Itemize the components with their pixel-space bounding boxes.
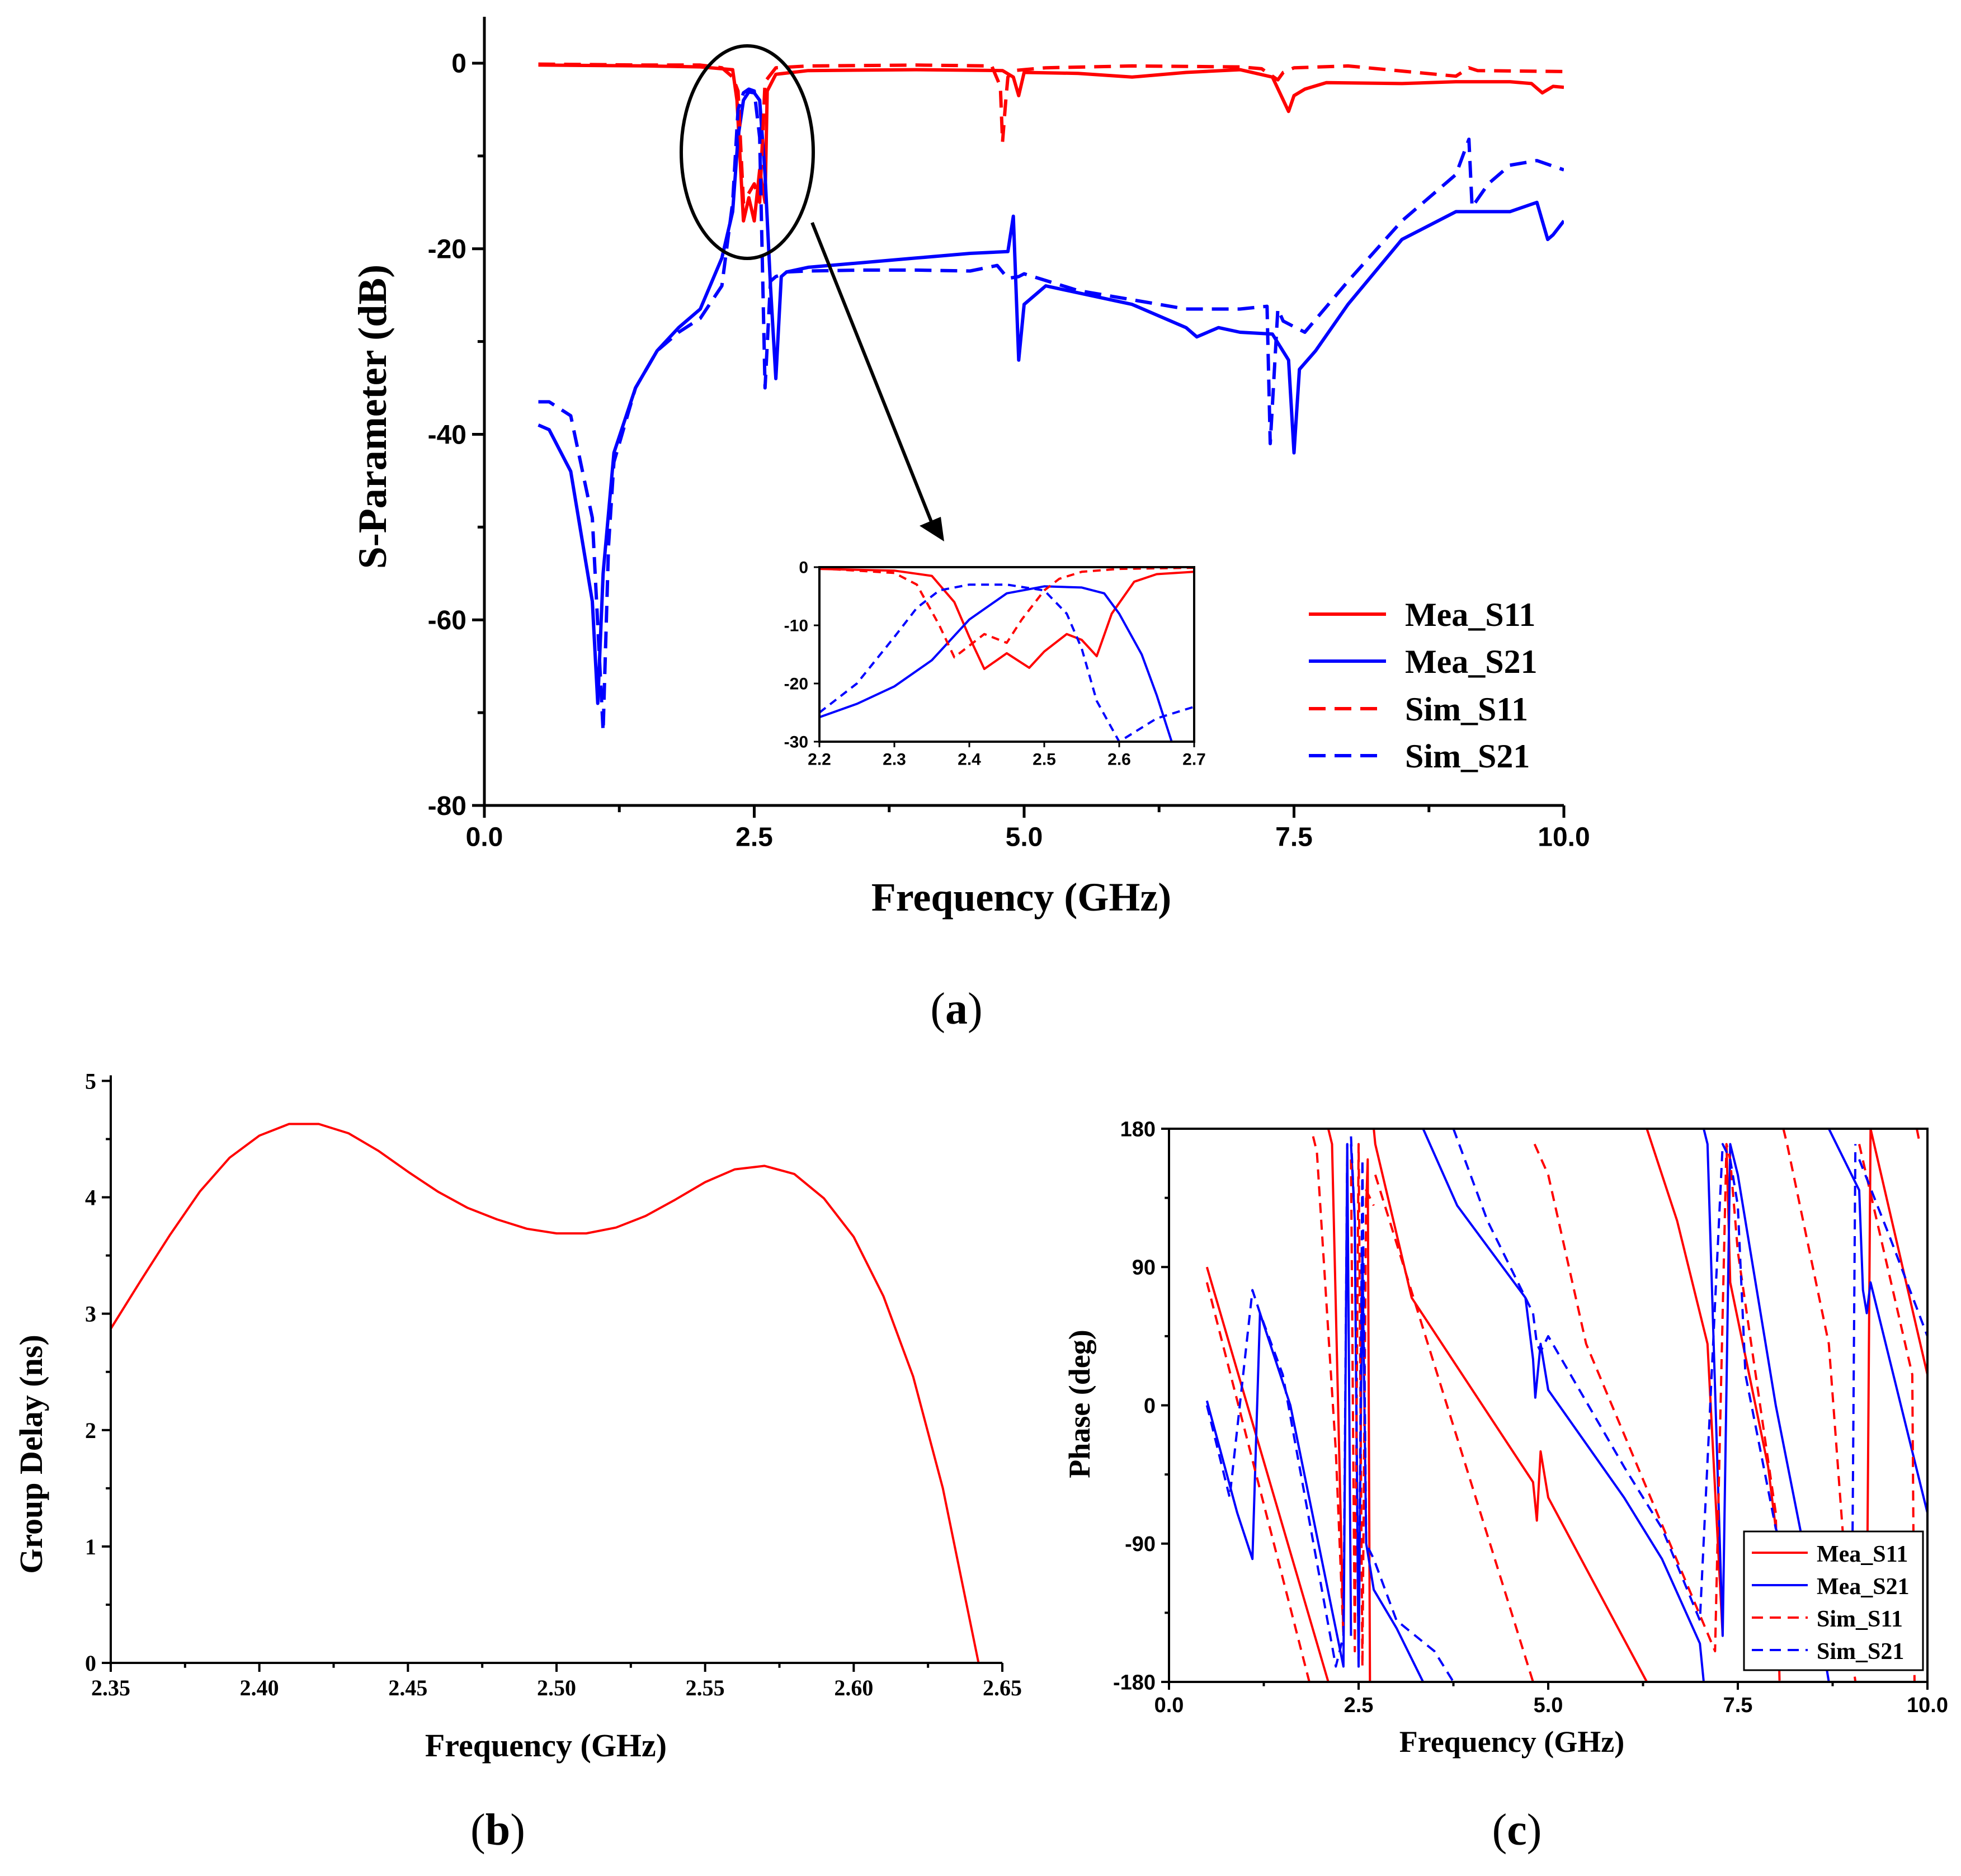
panel-b-y-tick-label: 4 (85, 1185, 96, 1210)
panel-a-inset-x-tick-label: 2.7 (1182, 751, 1206, 769)
panel-b-y-tick-label: 2 (85, 1418, 96, 1443)
panel-c-legend-box (1743, 1530, 1924, 1671)
panel-a-ticks: 0.0 2.5 5.0 7.5 10.0 0 -20 -40 -60 -80 (428, 17, 1590, 852)
panel-a-highlight-ellipse (680, 44, 815, 260)
panel-a-x-tick-label: 7.5 (1275, 822, 1313, 852)
panel-a-x-axis-title: Frequency (GHz) (871, 875, 1172, 920)
panel-b-y-axis-title: Group Delay (ns) (13, 1335, 49, 1574)
panel-a-inset-y-tick-label: -20 (784, 675, 808, 694)
panel-a-inset-x-tick-label: 2.6 (1107, 751, 1131, 769)
panel-a-y-tick-label: -80 (428, 791, 466, 821)
panel-c-legend: Mea_S11 Mea_S21 Sim_S11 Sim_S21 (1743, 1530, 1924, 1671)
panel-c-y-axis-title: Phase (deg) (1063, 1330, 1096, 1478)
legend-a-label-sim-s21: Sim_S21 (1405, 738, 1530, 775)
panel-b-y-tick-label: 3 (85, 1302, 96, 1327)
panel-b: 2.35 2.40 2.45 2.50 2.55 2.60 2.65 0 1 2 3 4 5 Frequ… (13, 1068, 1022, 1855)
panel-c-series (1205, 1129, 1927, 1682)
panel-a-arrowhead-icon (920, 517, 944, 541)
panel-a-caption-letter: a (945, 984, 968, 1034)
panel-b-caption: (b) (470, 1806, 525, 1855)
panel-b-x-tick-label: 2.60 (834, 1675, 873, 1700)
panel-a-inset-frame (818, 566, 1195, 743)
panel-b-y-tick-label: 5 (85, 1068, 96, 1093)
panel-b-x-tick-label: 2.50 (537, 1675, 576, 1700)
panel-a: 0.0 2.5 5.0 7.5 10.0 0 -20 -40 -60 -80 Frequency … (350, 17, 1590, 1034)
legend-a-label-mea-s21: Mea_S21 (1405, 643, 1538, 680)
panel-c-y-tick-label: 0 (1144, 1394, 1156, 1418)
panel-a-legend: Mea_S11 Mea_S21 Sim_S11 Sim_S21 (1309, 596, 1538, 775)
panel-a-x-tick-label: 10.0 (1538, 822, 1590, 852)
panel-a-inset-series-mea-s21 (819, 585, 1173, 742)
legend-c-label-sim-s11: Sim_S11 (1817, 1606, 1903, 1632)
panel-a-series-mea-s11 (538, 63, 1564, 223)
panel-c-x-tick-label: 0.0 (1154, 1694, 1184, 1717)
panel-c-series-mea-s11 (1205, 1129, 1927, 1682)
panel-b-y-tick-label: 1 (85, 1534, 96, 1559)
panel-c-ticks: 0.0 2.5 5.0 7.5 10.0 180 90 0 -90 -180 (1113, 1118, 1948, 1717)
panel-a-inset-x-tick-label: 2.2 (808, 751, 831, 769)
panel-c-caption: (c) (1492, 1806, 1542, 1855)
legend-c-label-mea-s11: Mea_S11 (1817, 1542, 1908, 1567)
panel-a-zoom-arrow (810, 221, 935, 527)
panel-c-y-tick-label: -90 (1125, 1533, 1156, 1556)
panel-c-x-tick-label: 5.0 (1534, 1694, 1563, 1717)
panel-c-y-tick-label: 90 (1132, 1256, 1156, 1280)
panel-c: 0.0 2.5 5.0 7.5 10.0 180 90 0 -90 -180 Frequency … (1063, 1118, 1948, 1855)
panel-c-y-tick-label: -180 (1113, 1671, 1156, 1694)
panel-c-caption-letter: c (1507, 1806, 1527, 1855)
panel-a-x-tick-label: 0.0 (466, 822, 503, 852)
legend-a-label-mea-s11: Mea_S11 (1405, 596, 1535, 633)
panel-a-y-tick-label: 0 (451, 49, 466, 79)
panel-b-series (111, 1123, 980, 1663)
panel-b-ticks: 2.35 2.40 2.45 2.50 2.55 2.60 2.65 0 1 2 3 4 5 (85, 1068, 1022, 1700)
panel-a-inset-ticks: 2.2 2.3 2.4 2.5 2.6 2.7 0 -10 -20 -30 (784, 559, 1206, 769)
panel-c-y-tick-label: 180 (1120, 1118, 1156, 1141)
panel-c-x-tick-label: 7.5 (1723, 1694, 1753, 1717)
panel-a-inset-y-tick-label: -10 (784, 617, 808, 635)
panel-a-inset-y-tick-label: 0 (799, 559, 808, 577)
panel-a-inset-series (819, 567, 1194, 742)
panel-b-y-tick-label: 0 (85, 1651, 96, 1676)
panel-a-inset-series-sim-s21 (819, 583, 1194, 742)
panel-c-x-tick-label: 10.0 (1907, 1694, 1948, 1717)
panel-a-y-axis-title: S-Parameter (dB) (350, 265, 395, 569)
panel-a-x-tick-label: 2.5 (736, 822, 773, 852)
panel-c-series-sim-s21 (1205, 1129, 1927, 1682)
panel-b-x-tick-label: 2.40 (240, 1675, 279, 1700)
panel-a-inset-series-sim-s11 (819, 567, 1194, 659)
panel-a-caption: (a) (930, 984, 982, 1034)
panel-a-series-sim-s11 (538, 62, 1564, 204)
panel-c-x-tick-label: 2.5 (1344, 1694, 1374, 1717)
panel-b-x-tick-label: 2.55 (686, 1675, 725, 1700)
panel-a-inset-x-tick-label: 2.5 (1033, 751, 1056, 769)
legend-c-label-mea-s21: Mea_S21 (1817, 1574, 1910, 1600)
legend-a-label-sim-s11: Sim_S11 (1405, 691, 1528, 728)
panel-a-inset-x-tick-label: 2.4 (958, 751, 981, 769)
panel-a-series (538, 62, 1564, 733)
panel-b-x-tick-label: 2.35 (91, 1675, 130, 1700)
panel-b-x-axis-title: Frequency (GHz) (425, 1727, 667, 1764)
panel-b-x-tick-label: 2.65 (983, 1675, 1022, 1700)
panel-a-y-tick-label: -60 (428, 606, 466, 635)
panel-b-series-group-delay (111, 1123, 980, 1663)
panel-a-y-tick-label: -40 (428, 420, 466, 450)
panel-b-x-tick-label: 2.45 (388, 1675, 427, 1700)
legend-c-label-sim-s21: Sim_S21 (1817, 1639, 1904, 1665)
panel-c-x-axis-title: Frequency (GHz) (1399, 1725, 1624, 1759)
panel-a-inset: 2.2 2.3 2.4 2.5 2.6 2.7 0 -10 -20 -30 (784, 559, 1206, 769)
panel-a-y-tick-label: -20 (428, 235, 466, 265)
panel-a-inset-y-tick-label: -30 (784, 733, 808, 752)
panel-b-axes (110, 1075, 1002, 1664)
panel-b-caption-letter: b (485, 1806, 511, 1855)
panel-a-x-tick-label: 5.0 (1006, 822, 1043, 852)
panel-a-inset-x-tick-label: 2.3 (883, 751, 906, 769)
